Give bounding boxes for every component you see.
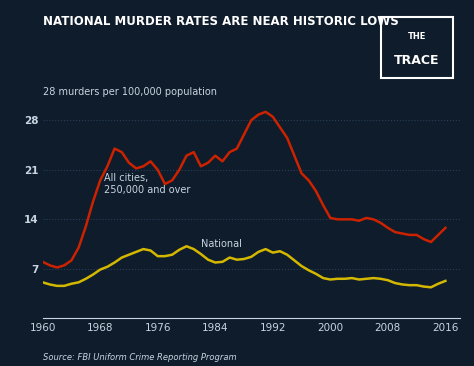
Text: Source: FBI Uniform Crime Reporting Program: Source: FBI Uniform Crime Reporting Prog…	[43, 353, 236, 362]
Text: THE: THE	[408, 32, 426, 41]
Text: All cities,
250,000 and over: All cities, 250,000 and over	[104, 173, 190, 195]
Text: TRACE: TRACE	[394, 54, 440, 67]
Text: National: National	[201, 239, 242, 249]
Text: 28 murders per 100,000 population: 28 murders per 100,000 population	[43, 87, 217, 97]
Bar	[381, 17, 453, 78]
Text: NATIONAL MURDER RATES ARE NEAR HISTORIC LOWS: NATIONAL MURDER RATES ARE NEAR HISTORIC …	[43, 15, 399, 28]
